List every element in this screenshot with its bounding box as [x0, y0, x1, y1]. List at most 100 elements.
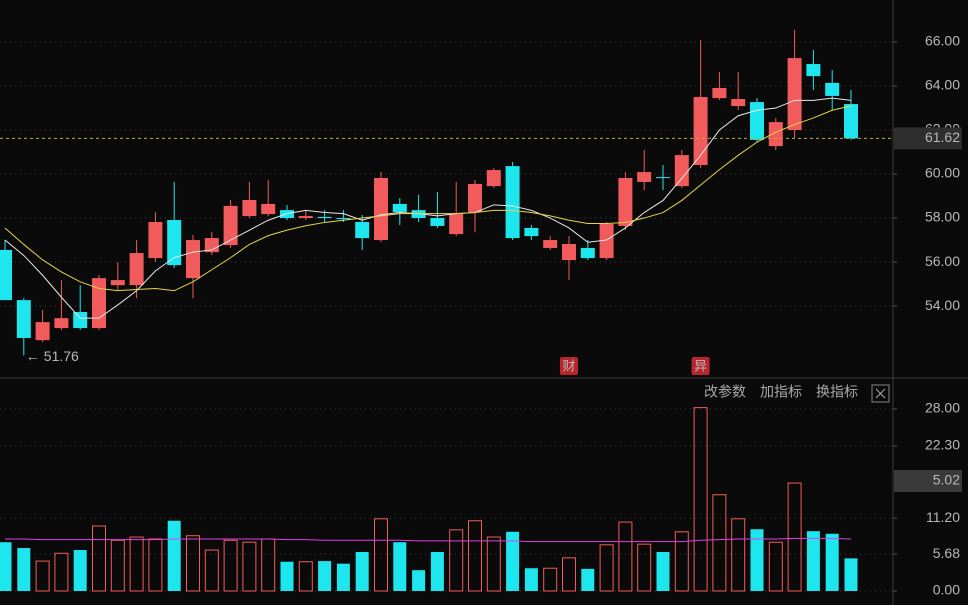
volume-bar [543, 567, 558, 592]
candle-body [562, 244, 576, 261]
last-volume-label: 5.02 [933, 472, 960, 488]
close-button[interactable] [871, 384, 890, 403]
candle-body [637, 172, 652, 182]
last-volume-box [894, 470, 962, 492]
y-tick-label: 60.00 [925, 165, 960, 181]
candle-body [0, 249, 12, 301]
low-arrow: ← [26, 348, 40, 364]
candle-body [599, 223, 614, 259]
volume-bar [787, 482, 802, 592]
volume-bar [186, 535, 200, 592]
volume-bar [768, 541, 783, 592]
volume-bar [35, 560, 50, 592]
volume-bar [599, 544, 614, 592]
volume-bar [242, 541, 257, 592]
volume-bar [506, 531, 520, 591]
candle-body [768, 122, 783, 147]
event-badge [691, 357, 710, 375]
y-tick-label: 58.00 [925, 209, 960, 225]
candle-body [505, 166, 520, 239]
event-badge-label: 异 [694, 358, 707, 373]
candle-body [656, 177, 670, 179]
candle-body [693, 97, 708, 166]
volume-bar [167, 520, 181, 591]
y-tick-label: 54.00 [925, 297, 960, 313]
candle-body [825, 82, 840, 96]
volume-bar [54, 552, 69, 592]
volume-bar [412, 570, 426, 591]
toolbar-button[interactable]: 加指标 [760, 384, 802, 400]
y-tick-label: 28.00 [925, 400, 960, 416]
candle-body [844, 104, 858, 139]
volume-bar [318, 561, 332, 591]
candle-body [374, 177, 388, 241]
candle-body [110, 280, 125, 286]
volume-bar [223, 539, 238, 592]
volume-bar [430, 551, 444, 591]
candle-body [223, 205, 238, 246]
y-tick-label: 56.00 [925, 253, 960, 269]
volume-bar [825, 533, 839, 591]
toolbar-button[interactable]: 换指标 [816, 384, 858, 400]
volume-bar [17, 548, 31, 591]
volume-bar [92, 525, 106, 592]
volume-bar [712, 494, 727, 592]
volume-bar [618, 521, 633, 592]
volume-bar [336, 563, 350, 591]
y-tick-label: 22.30 [925, 437, 960, 453]
y-tick-label: 66.00 [925, 33, 960, 49]
candle-body [54, 318, 69, 329]
moving-average [4, 97, 852, 319]
candle-body [242, 200, 257, 217]
candle-body [148, 222, 163, 259]
last-price-label: 61.62 [925, 129, 960, 145]
volume-bar [468, 520, 482, 592]
volume-bar [261, 538, 276, 592]
volume-bar [656, 551, 670, 591]
candle-body [167, 220, 182, 266]
y-tick-label: 11.20 [926, 509, 960, 525]
candle-body [35, 322, 50, 341]
volume-bar [129, 536, 144, 592]
candle-body [712, 88, 727, 99]
moving-average [4, 105, 852, 292]
volume-bar [486, 536, 501, 592]
candle-body [261, 203, 276, 215]
y-tick-label: 64.00 [925, 77, 960, 93]
volume-bar [393, 542, 407, 591]
last-price-box [894, 127, 962, 150]
candle-body [317, 216, 332, 219]
candle-body [750, 102, 764, 140]
candle-body [336, 218, 351, 220]
volume-bar [581, 568, 595, 591]
volume-bar [148, 538, 163, 592]
volume-bar [110, 539, 125, 592]
candle-body [430, 218, 445, 226]
volume-bar [204, 549, 219, 592]
candle-body [16, 300, 31, 338]
toolbar-button[interactable]: 改参数 [704, 384, 746, 400]
volume-bar [524, 568, 538, 591]
volume-bar [806, 531, 820, 591]
event-badge-label: 财 [562, 358, 575, 373]
volume-bar [731, 518, 746, 592]
candle-body [355, 222, 370, 239]
candle-body [806, 64, 821, 77]
candle-body [449, 214, 464, 235]
candle-body [486, 170, 501, 187]
volume-bar [298, 561, 313, 592]
candle-body [524, 227, 539, 237]
volume-bar [750, 529, 764, 591]
event-badge [560, 357, 578, 375]
candle-body [298, 216, 313, 219]
candle-body [73, 311, 88, 329]
volume-bar [844, 558, 858, 591]
candle-body [674, 155, 689, 187]
moving-average [5, 537, 852, 543]
candle-body [186, 240, 200, 279]
volume-bar [0, 542, 12, 591]
volume-bar [280, 561, 294, 591]
candle-body [392, 203, 407, 213]
volume-bar [674, 531, 689, 592]
